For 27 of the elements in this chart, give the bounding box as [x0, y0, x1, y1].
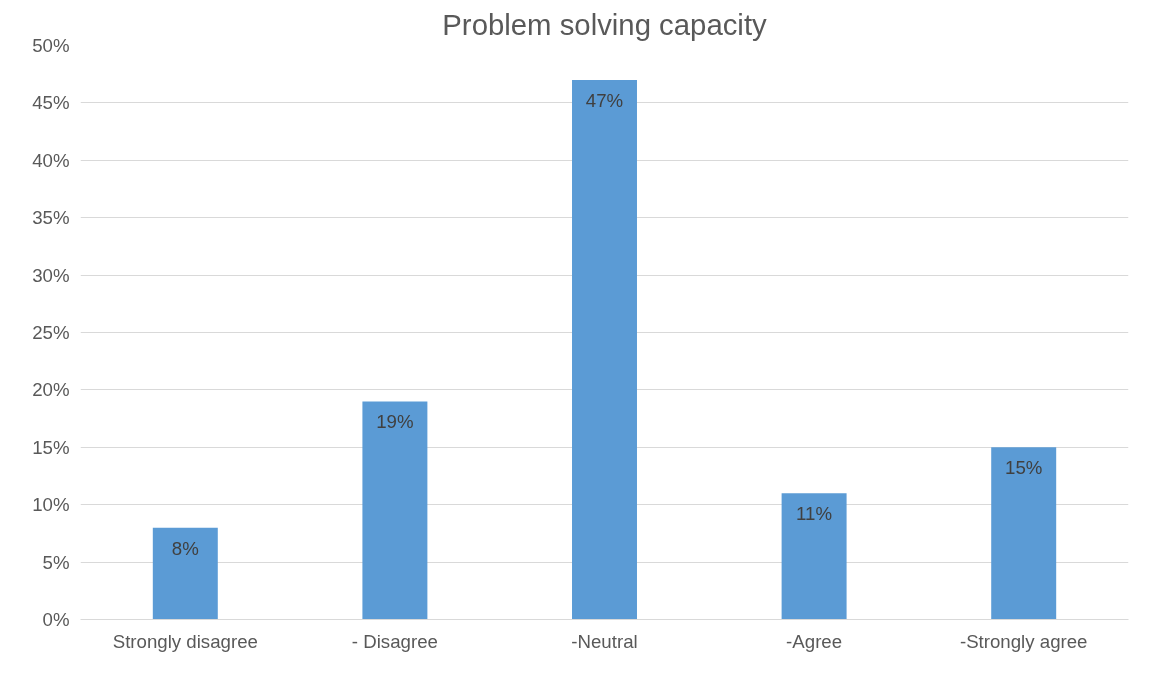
- y-tick-label: 15%: [32, 436, 70, 458]
- y-tick-label: 35%: [32, 207, 70, 229]
- y-tick-label: 5%: [42, 551, 70, 573]
- bar: [781, 493, 847, 620]
- x-tick-label: -Strongly agree: [959, 630, 1088, 652]
- data-label: 8%: [171, 537, 199, 559]
- data-label: 19%: [376, 411, 414, 433]
- data-label: 15%: [1005, 457, 1043, 479]
- x-tick-label: -Agree: [786, 630, 843, 652]
- bar: [152, 527, 218, 620]
- y-tick-label: 40%: [32, 149, 70, 171]
- bar: [991, 447, 1057, 620]
- y-tick-label: 45%: [32, 92, 70, 114]
- data-label: 11%: [796, 503, 833, 525]
- y-tick-label: 20%: [32, 379, 70, 401]
- y-tick-label: 50%: [32, 35, 70, 56]
- x-tick-label: Strongly disagree: [112, 630, 258, 652]
- x-tick-label: -Neutral: [571, 630, 638, 652]
- y-tick-label: 30%: [32, 264, 70, 286]
- bar: [572, 79, 637, 620]
- y-tick-label: 10%: [32, 494, 70, 516]
- bar: [362, 401, 428, 620]
- y-tick-label: 25%: [32, 322, 70, 343]
- y-tick-label: 0%: [42, 609, 70, 630]
- chart-title: Problem solving capacity: [442, 7, 768, 41]
- data-label: 47%: [585, 89, 624, 111]
- x-tick-label: - Disagree: [351, 630, 438, 652]
